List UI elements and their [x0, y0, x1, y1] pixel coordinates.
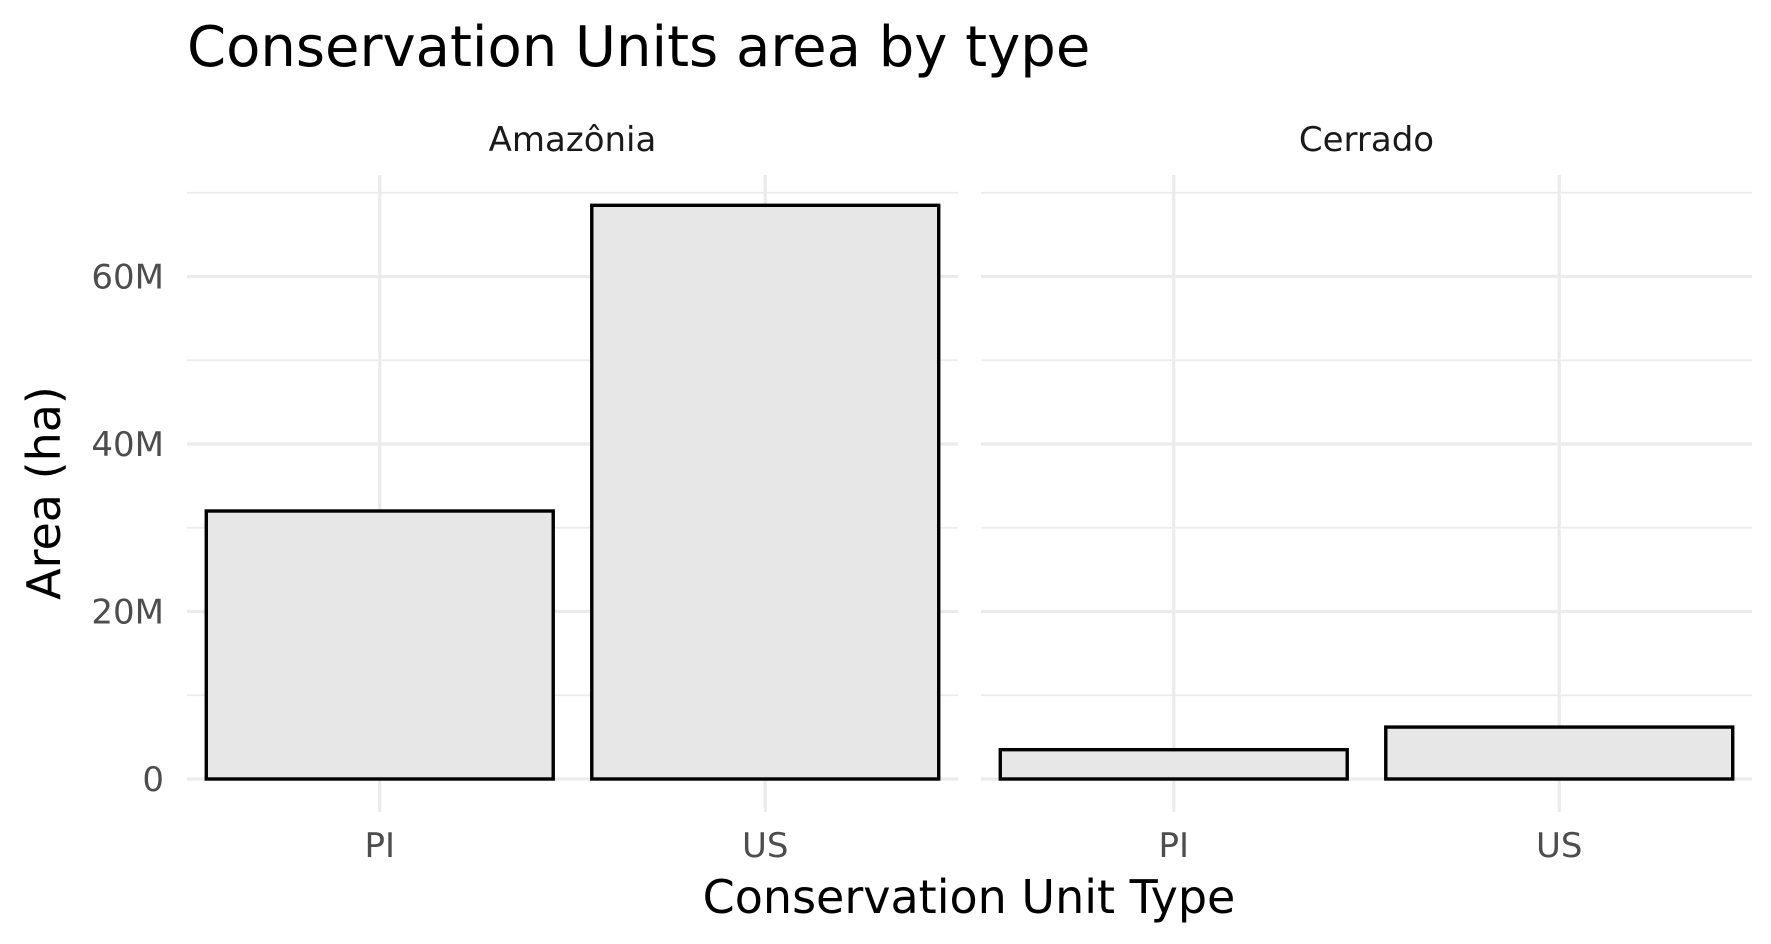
facet-panels: PI US Amazônia PI US Cerrado: [187, 120, 1752, 866]
y-tick-label: 0: [142, 760, 164, 800]
bar-amaznia-pi: [204, 509, 555, 781]
y-tick-label: 20M: [91, 593, 164, 633]
x-tick-label: PI: [364, 826, 395, 866]
y-tick-label: 60M: [91, 258, 164, 298]
x-tick-label: US: [742, 826, 788, 866]
x-axis-title: Conservation Unit Type: [703, 870, 1236, 924]
x-tick-label: PI: [1158, 826, 1189, 866]
facet-strip-label: Cerrado: [1299, 120, 1434, 160]
y-axis-ticks: 0 20M 40M 60M: [91, 258, 164, 801]
bar-cerrado-us: [1384, 725, 1735, 781]
facet-strip-label: Amazônia: [489, 120, 657, 160]
y-axis-title: Area (ha): [17, 386, 71, 600]
bar-amaznia-us: [590, 203, 941, 781]
y-tick-label: 40M: [91, 425, 164, 465]
facet-panel-0: PI US Amazônia: [187, 120, 958, 866]
facet-panel-1: PI US Cerrado: [981, 120, 1752, 866]
bar-cerrado-pi: [998, 747, 1349, 781]
x-tick-label: US: [1536, 826, 1582, 866]
chart-title: Conservation Units area by type: [187, 15, 1090, 80]
